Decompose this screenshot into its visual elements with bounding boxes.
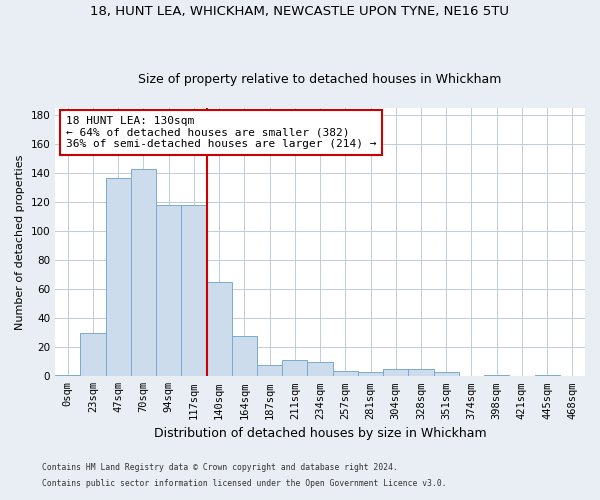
Bar bbox=[383, 369, 409, 376]
Bar bbox=[232, 336, 257, 376]
Bar bbox=[156, 205, 181, 376]
Bar bbox=[434, 372, 459, 376]
X-axis label: Distribution of detached houses by size in Whickham: Distribution of detached houses by size … bbox=[154, 427, 487, 440]
Bar bbox=[484, 375, 509, 376]
Bar bbox=[358, 372, 383, 376]
Bar bbox=[282, 360, 307, 376]
Bar bbox=[257, 364, 282, 376]
Bar bbox=[535, 375, 560, 376]
Bar bbox=[55, 375, 80, 376]
Bar bbox=[80, 333, 106, 376]
Bar bbox=[131, 169, 156, 376]
Bar bbox=[409, 369, 434, 376]
Bar bbox=[332, 370, 358, 376]
Text: Contains public sector information licensed under the Open Government Licence v3: Contains public sector information licen… bbox=[42, 478, 446, 488]
Bar bbox=[181, 205, 206, 376]
Bar bbox=[206, 282, 232, 376]
Y-axis label: Number of detached properties: Number of detached properties bbox=[15, 154, 25, 330]
Text: Contains HM Land Registry data © Crown copyright and database right 2024.: Contains HM Land Registry data © Crown c… bbox=[42, 464, 398, 472]
Title: Size of property relative to detached houses in Whickham: Size of property relative to detached ho… bbox=[139, 73, 502, 86]
Bar bbox=[307, 362, 332, 376]
Bar bbox=[106, 178, 131, 376]
Text: 18 HUNT LEA: 130sqm
← 64% of detached houses are smaller (382)
36% of semi-detac: 18 HUNT LEA: 130sqm ← 64% of detached ho… bbox=[66, 116, 376, 149]
Text: 18, HUNT LEA, WHICKHAM, NEWCASTLE UPON TYNE, NE16 5TU: 18, HUNT LEA, WHICKHAM, NEWCASTLE UPON T… bbox=[91, 5, 509, 18]
